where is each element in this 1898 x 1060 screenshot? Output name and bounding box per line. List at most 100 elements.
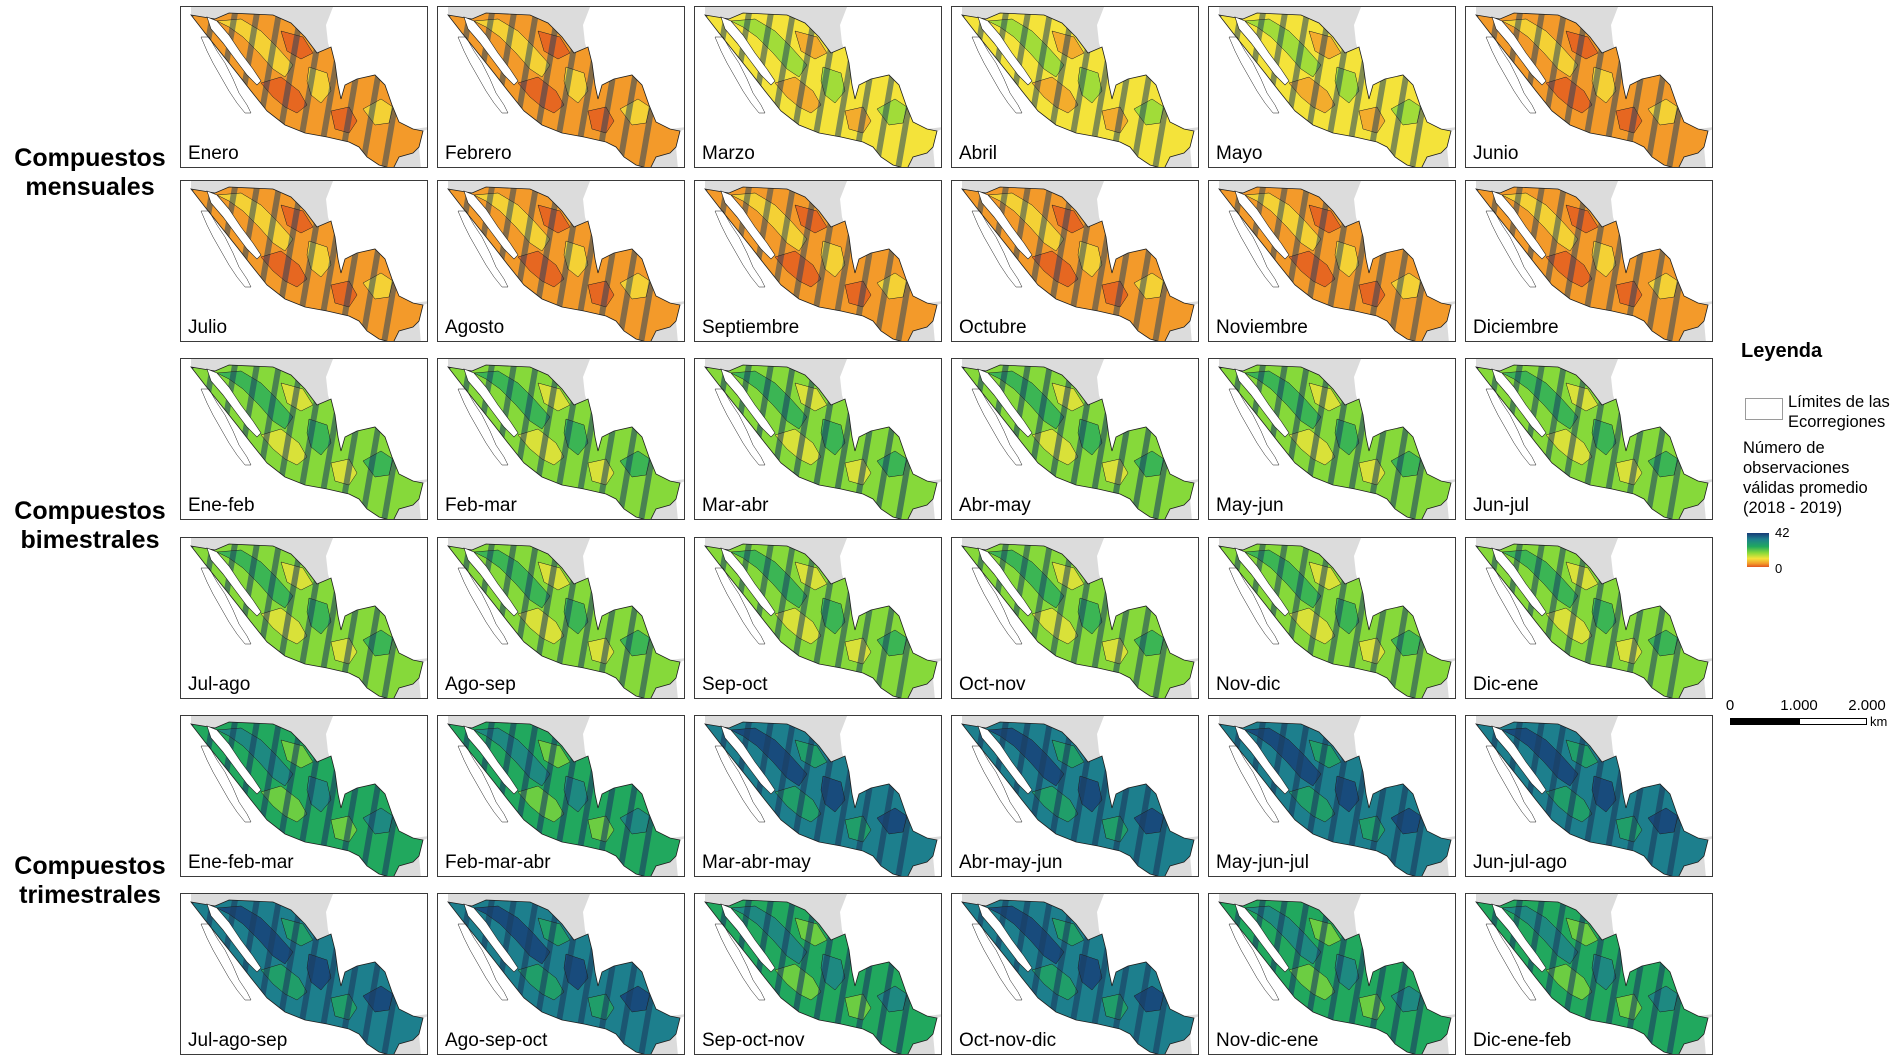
- mexico-map: [952, 716, 1198, 876]
- pacific-ocean: [1466, 359, 1671, 519]
- map-panel: Ago-sep: [437, 537, 685, 699]
- ecoregion-boundary: [563, 597, 589, 635]
- ecoregion-boundary: [1647, 272, 1679, 300]
- ecoregion-boundary: [473, 727, 551, 787]
- baja-boundary: [457, 210, 509, 288]
- ecoregion-boundary: [1101, 280, 1129, 308]
- ecoregion-boundary: [1101, 993, 1129, 1021]
- mexico-outline: [190, 543, 424, 698]
- ecoregion-boundary: [260, 785, 308, 823]
- panel-period-label: Feb-mar-abr: [443, 852, 553, 874]
- gulf-of-mexico: [840, 716, 941, 838]
- baja-boundary: [200, 210, 252, 288]
- gulf-of-california: [1234, 16, 1290, 86]
- panel-period-label: Oct-nov-dic: [957, 1030, 1059, 1052]
- pacific-ocean: [952, 7, 1157, 167]
- mexico-map: [1466, 359, 1712, 519]
- gulf-of-mexico: [326, 7, 427, 129]
- pacific-ocean: [1209, 181, 1414, 341]
- mexico-outline: [961, 543, 1195, 698]
- ecoregion-boundary: [1101, 106, 1129, 134]
- group-label-line: trimestrales: [19, 881, 161, 909]
- panel-period-label: Enero: [186, 143, 241, 165]
- gulf-of-california: [1234, 190, 1290, 260]
- mexico-outline: [961, 12, 1195, 167]
- ecoregion-boundary: [619, 629, 651, 657]
- ecoregion-boundary: [563, 775, 589, 813]
- ecoregion-boundary: [216, 905, 294, 965]
- ecoregion-boundary: [330, 106, 358, 134]
- panel-period-label: Ago-sep: [443, 674, 518, 696]
- gulf-of-california: [720, 725, 776, 795]
- ecoregion-boundary: [1334, 240, 1360, 278]
- ecoregion-boundary: [473, 370, 551, 430]
- ecoregion-boundary: [844, 993, 872, 1021]
- pacific-ocean: [695, 894, 900, 1054]
- map-panel: Enero: [180, 6, 428, 168]
- mexico-map: [181, 181, 427, 341]
- gulf-of-california: [977, 725, 1033, 795]
- legend-boundary-line: Ecorregiones: [1788, 413, 1886, 431]
- ecoregion-boundary: [1390, 985, 1422, 1013]
- pacific-ocean: [438, 7, 643, 167]
- panel-period-label: Mar-abr: [700, 495, 771, 517]
- ecoregion-boundary: [1545, 785, 1593, 823]
- group-label-line: Compuestos: [14, 144, 166, 172]
- mexico-map: [438, 538, 684, 698]
- ecoregion-boundary: [794, 739, 828, 769]
- ecoregion-boundary: [517, 76, 565, 114]
- mexico-map: [1466, 894, 1712, 1054]
- ecoregion-boundary: [473, 549, 551, 609]
- mexico-map: [952, 7, 1198, 167]
- mexico-map: [952, 181, 1198, 341]
- baja-boundary: [1485, 923, 1537, 1001]
- gulf-of-california: [1491, 903, 1547, 973]
- pacific-ocean: [1209, 894, 1414, 1054]
- baja-boundary: [714, 923, 766, 1001]
- ecoregion-boundary: [1051, 561, 1085, 591]
- gulf-of-california: [1491, 16, 1547, 86]
- ecoregion-boundary-swatch: [1745, 398, 1783, 420]
- ecoregion-boundary: [1647, 629, 1679, 657]
- pacific-ocean: [952, 538, 1157, 698]
- ecoregion-boundary: [537, 561, 571, 591]
- baja-boundary: [971, 36, 1023, 114]
- panel-period-label: Febrero: [443, 143, 514, 165]
- pacific-ocean: [438, 716, 643, 876]
- ecoregion-boundary: [1308, 30, 1342, 60]
- baja-boundary: [1228, 923, 1280, 1001]
- mexico-outline: [704, 364, 938, 519]
- ecoregion-boundary: [619, 450, 651, 478]
- ecoregion-boundary: [987, 18, 1065, 78]
- ecoregion-boundary: [1334, 775, 1360, 813]
- group-label-line: bimestrales: [20, 526, 160, 554]
- ecoregion-boundary: [280, 561, 314, 591]
- map-panel: Abril: [951, 6, 1199, 168]
- panel-period-label: Dic-ene-feb: [1471, 1030, 1574, 1052]
- mexico-outline: [961, 186, 1195, 341]
- gulf-of-california: [463, 368, 519, 438]
- ecoregion-boundary: [1358, 637, 1386, 665]
- ecoregion-boundary: [330, 280, 358, 308]
- ecoregion-boundary: [774, 607, 822, 645]
- ecoregion-boundary: [820, 418, 846, 456]
- ecoregion-boundary: [1031, 785, 1079, 823]
- mexico-map: [181, 7, 427, 167]
- ecoregion-boundary: [362, 807, 394, 835]
- map-panel: Mar-abr-may: [694, 715, 942, 877]
- mexico-map: [1466, 7, 1712, 167]
- ecoregion-boundary: [1615, 106, 1643, 134]
- baja-boundary: [1228, 36, 1280, 114]
- gulf-of-california: [720, 547, 776, 617]
- gulf-of-california: [463, 16, 519, 86]
- ecoregion-boundary: [1647, 807, 1679, 835]
- baja-boundary: [457, 745, 509, 823]
- ecoregion-boundary: [876, 272, 908, 300]
- mexico-map: [952, 538, 1198, 698]
- map-panel: Oct-nov-dic: [951, 893, 1199, 1055]
- baja-boundary: [971, 745, 1023, 823]
- ecoregion-boundary: [306, 66, 332, 104]
- group-label-line: Compuestos: [14, 852, 166, 880]
- legend-ramp-max: 42: [1775, 525, 1790, 540]
- baja-boundary: [200, 567, 252, 645]
